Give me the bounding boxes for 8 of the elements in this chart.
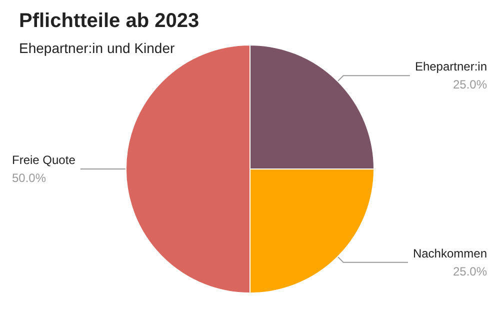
data-label: 25.0% (452, 264, 488, 278)
chart-subtitle: Ehepartner:in und Kinder (19, 40, 175, 56)
slice-label: Ehepartner:in (414, 60, 487, 74)
data-label: 50.0% (12, 171, 46, 185)
chart-title: Pflichtteile ab 2023 (19, 10, 200, 32)
data-label: 25.0% (452, 78, 488, 92)
slice-label: Nachkommen (412, 246, 487, 260)
slice-label: Freie Quote (12, 153, 76, 167)
